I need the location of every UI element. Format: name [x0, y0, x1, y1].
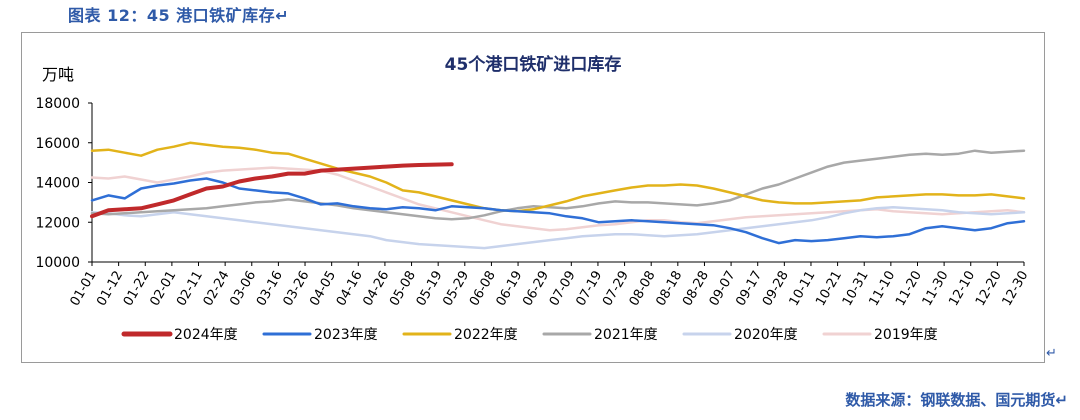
axes: 10000 12000 14000 16000 18000 01-0101-1201-22… — [35, 96, 1031, 309]
legend-label: 2023年度 — [314, 327, 378, 343]
y-tick-label: 12000 — [35, 215, 80, 231]
x-tick-label: 08-08 — [627, 269, 659, 309]
y-axis-label: 万吨 — [42, 65, 74, 84]
x-tick-label: 03-06 — [227, 269, 259, 309]
x-tick-label: 12-20 — [973, 269, 1005, 309]
x-tick-label: 07-19 — [574, 269, 606, 309]
x-tick-label: 09-07 — [707, 269, 739, 309]
line-chart: 45个港口铁矿进口库存 万吨 10000 12000 14000 16000 18000… — [35, 54, 1031, 343]
series-line-2022年度 — [90, 141, 1026, 213]
x-tick-label: 08-28 — [680, 269, 712, 309]
chart-frame: 45个港口铁矿进口库存 万吨 10000 12000 14000 16000 18000… — [21, 32, 1045, 363]
figure-caption: 图表 12：45 港口铁矿库存↵ — [68, 6, 290, 25]
legend-label: 2019年度 — [874, 327, 938, 343]
x-tick-label: 06-08 — [467, 269, 499, 309]
x-tick-label: 04-05 — [307, 269, 339, 309]
x-tick-label: 09-17 — [733, 269, 765, 309]
x-tick-label: 12-10 — [946, 269, 978, 309]
x-tick-label: 10-21 — [813, 269, 845, 309]
x-tick-label: 11-20 — [893, 269, 925, 309]
y-tick-label: 16000 — [35, 136, 80, 152]
x-tick-label: 07-29 — [600, 269, 632, 309]
y-tick-label: 18000 — [35, 96, 80, 112]
series-line-2024年度 — [90, 162, 454, 219]
x-tick-label: 04-26 — [360, 269, 392, 309]
y-tick-label: 10000 — [35, 255, 80, 271]
x-tick-label: 03-26 — [281, 269, 313, 309]
x-tick-label: 06-29 — [520, 269, 552, 309]
x-tick-label: 10-11 — [787, 269, 819, 309]
x-tick-label: 11-30 — [920, 269, 952, 309]
x-tick-label: 03-16 — [254, 269, 286, 309]
x-tick-label: 01-12 — [94, 269, 126, 309]
x-tick-label: 12-30 — [1000, 269, 1032, 309]
x-tick-label: 01-22 — [121, 269, 153, 309]
x-tick-label: 08-18 — [653, 269, 685, 309]
paragraph-mark: ↵ — [1046, 346, 1057, 361]
legend: 2024年度 2023年度 2022年度 2021年度 2020年度 2019年度 — [121, 327, 938, 343]
series-line-2020年度 — [90, 206, 1026, 250]
x-tick-label: 02-24 — [201, 269, 233, 309]
y-tick-label: 14000 — [35, 176, 80, 192]
x-tick-label: 02-11 — [174, 269, 206, 309]
legend-label: 2021年度 — [594, 327, 658, 343]
x-tick-label: 05-29 — [440, 269, 472, 309]
legend-label: 2022年度 — [454, 327, 518, 343]
x-tick-label: 05-08 — [387, 269, 419, 309]
chart-title: 45个港口铁矿进口库存 — [445, 54, 622, 75]
series-layer — [90, 141, 1026, 250]
x-tick-label: 05-19 — [414, 269, 446, 309]
x-tick-label: 07-09 — [547, 269, 579, 309]
data-source: 数据来源：钢联数据、国元期货↵ — [845, 391, 1068, 409]
x-tick-label: 11-10 — [866, 269, 898, 309]
legend-label: 2020年度 — [734, 327, 798, 343]
x-tick-label: 10-31 — [840, 269, 872, 309]
x-tick-label: 09-28 — [760, 269, 792, 309]
x-tick-label: 06-19 — [494, 269, 526, 309]
x-tick-label: 02-01 — [147, 269, 179, 309]
series-line-2023年度 — [90, 177, 1026, 245]
series-line-2021年度 — [90, 149, 1026, 221]
series-line-2019年度 — [90, 166, 1026, 232]
x-tick-label: 04-16 — [334, 269, 366, 309]
legend-label: 2024年度 — [174, 327, 238, 343]
x-tick-label: 01-01 — [68, 269, 100, 309]
